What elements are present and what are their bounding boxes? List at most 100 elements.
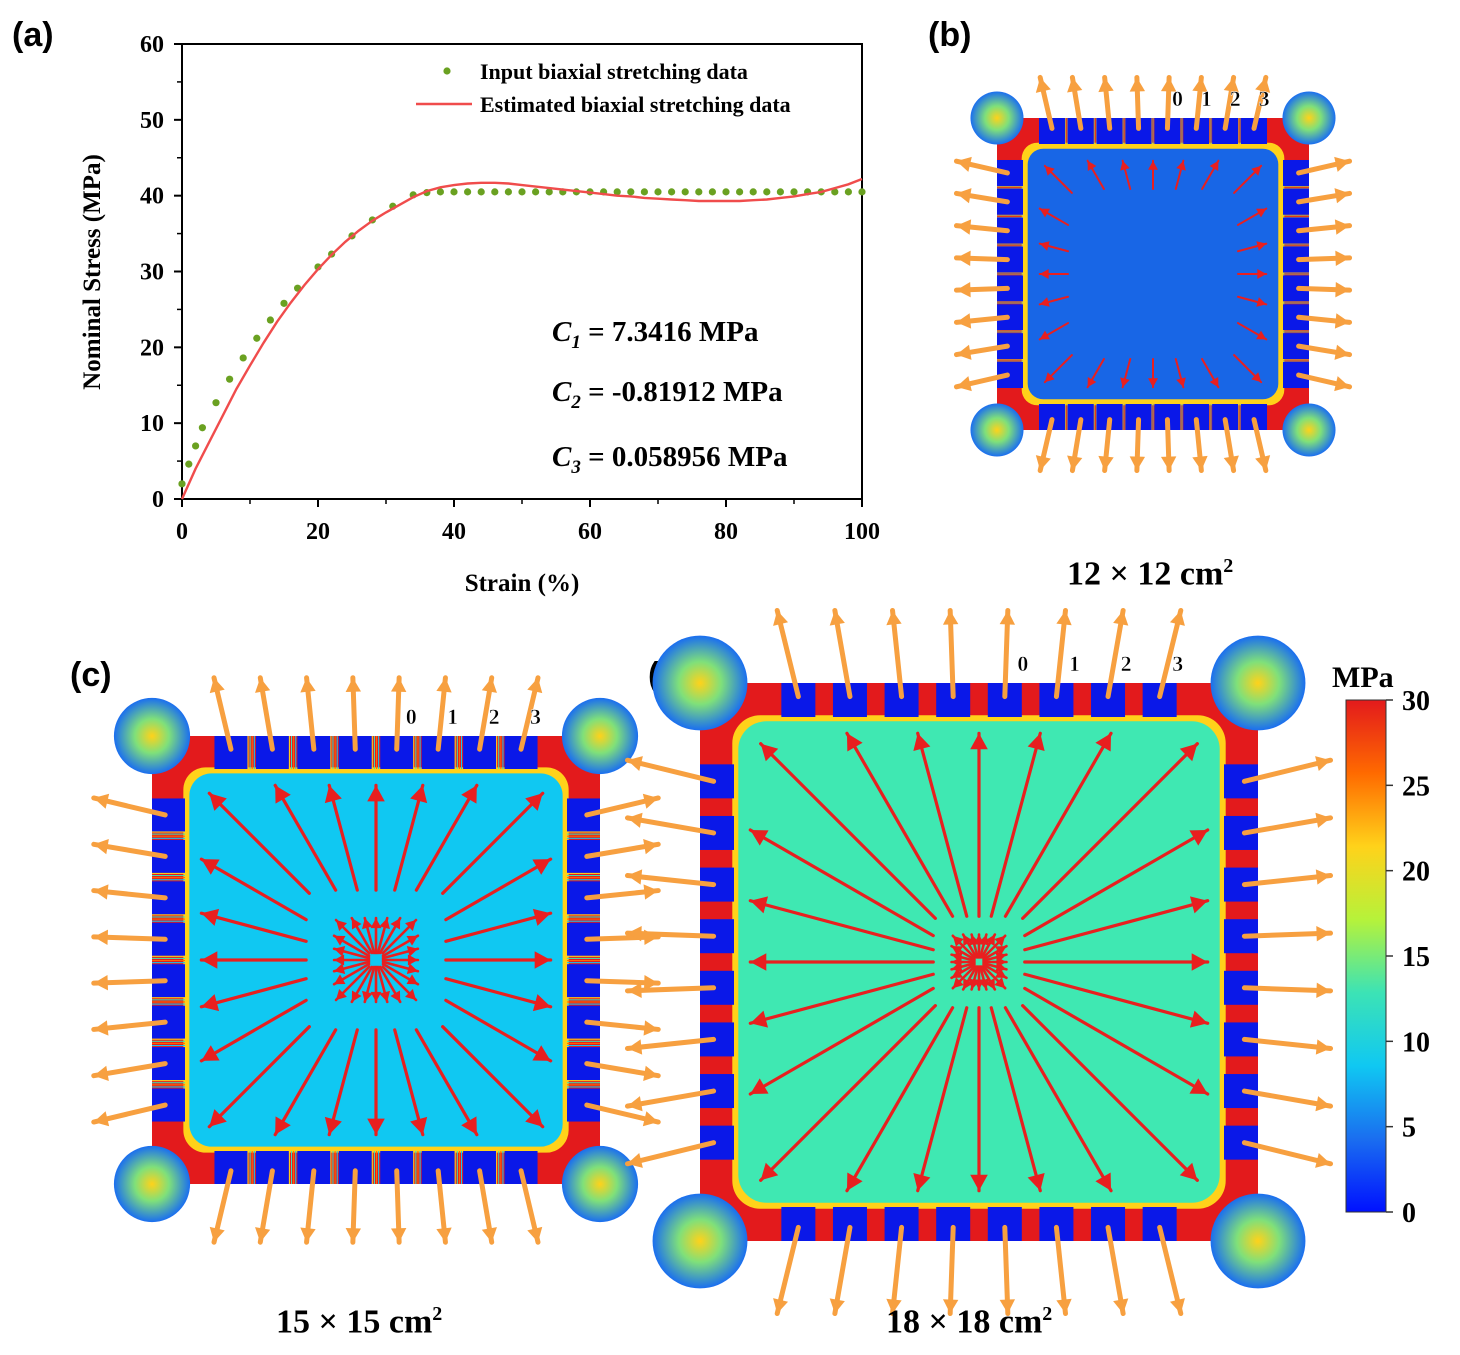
data-point [226,375,234,383]
inner-arrow [759,1004,937,1182]
outer-arrow-head [300,1227,316,1243]
inner-arrow [414,1028,479,1137]
stripe [334,736,336,769]
inner-arrow [199,911,308,943]
inner-arrow-head [1087,377,1097,388]
inner-arrow [1021,742,1199,920]
outer-arrow [1241,1140,1334,1167]
data-point [668,188,676,196]
inner-arrow [327,783,359,892]
inner-arrow-head [406,974,418,985]
data-point [185,460,193,468]
outer-arrow [1241,1036,1334,1051]
inner-arrow-head [1209,160,1219,171]
inner-arrow [989,731,1042,918]
data-point [464,188,472,196]
outer-arrow-head [627,1096,643,1112]
outer-arrow-head [93,1111,110,1127]
stripe [378,1151,380,1184]
outer-arrow [1241,985,1334,994]
data-point [436,188,444,196]
stripe [502,1151,504,1184]
legend-marker-scatter [443,67,451,75]
outer-arrow [624,1140,717,1167]
stripe [500,736,502,769]
outer-arrow-head [1067,455,1083,471]
inner-arrow-head [370,918,382,929]
inner-arrow [1023,899,1210,952]
stripe [152,1003,185,1005]
outer-arrow-head [642,1111,659,1127]
outer-arrow-head [627,925,642,942]
stripe [152,1086,185,1088]
inner-arrow-head [209,1109,227,1127]
inner-arrow-head [985,934,995,946]
data-point [504,188,512,196]
outer-arrow [890,1224,905,1317]
outer-arrow-head [209,677,225,694]
inner-arrow-head [750,953,767,971]
stripe [152,1042,185,1044]
data-point [212,399,220,407]
stripe [415,1151,417,1184]
stripe [376,1151,378,1184]
data-point [858,188,866,196]
stripe [152,1038,185,1040]
inner-arrow-head [201,859,220,875]
inner-arrow-head [324,785,342,804]
x-tick-label: 80 [714,519,738,545]
x-tick-label: 100 [844,519,880,545]
annotation-c3: C3 = 0.058956 MPa [552,441,788,478]
colorbar-gradient [1345,699,1387,1213]
colorbar-unit: MPa [1332,661,1394,694]
outer-arrow-head [1098,455,1114,471]
colorbar-tick-label: 0 [1402,1198,1416,1229]
inner-arrow-head [1039,297,1050,307]
inner-arrow-head [525,1109,543,1127]
outer-arrow-head [627,869,643,885]
inner-arrow [199,998,308,1063]
outer-arrow [1241,1088,1334,1109]
inner-arrow-head [1179,1162,1198,1181]
stripe [295,1151,297,1184]
inner-arrow [444,998,553,1063]
stripe [567,1080,600,1082]
pad-index-label: 0 [406,704,417,729]
inner-arrow-head [525,793,543,811]
stripe [567,872,600,874]
outer-arrow-head [643,1020,659,1036]
stripe [567,1044,600,1047]
stripe [249,1151,251,1184]
data-point [613,188,621,196]
inner-arrow [441,791,545,895]
stripe [152,875,185,877]
colorbar-tick-label: 5 [1402,1113,1416,1144]
outer-arrow [774,607,801,700]
stripe [152,918,185,920]
outer-arrow-head [1315,1039,1331,1055]
stripe [567,955,600,957]
outer-arrow-head [999,610,1016,625]
stripe [288,736,290,769]
inner-arrow-head [978,934,990,946]
outer-arrow-head [1056,610,1072,626]
inner-arrow-head [1027,733,1045,752]
pad-index-label: 3 [1172,651,1183,676]
stripe [500,1151,502,1184]
stripe [152,831,185,833]
stripe [152,914,185,916]
x-tick-label: 60 [578,519,602,545]
stripe [336,736,338,769]
stripe [567,1082,600,1084]
inner-arrow-head [405,919,417,931]
outer-arrow-head [1192,77,1208,93]
inner-arrow-head [201,1045,220,1061]
stripe [567,960,600,962]
pad-index-label: 1 [1069,651,1080,676]
caption-15cm: 15 × 15 cm2 [276,1303,443,1341]
stripe [152,955,185,957]
inner-arrow-head [534,951,551,969]
inner-arrow-head [351,918,362,930]
stripe [498,1151,500,1184]
inner-arrow-head [968,978,980,990]
